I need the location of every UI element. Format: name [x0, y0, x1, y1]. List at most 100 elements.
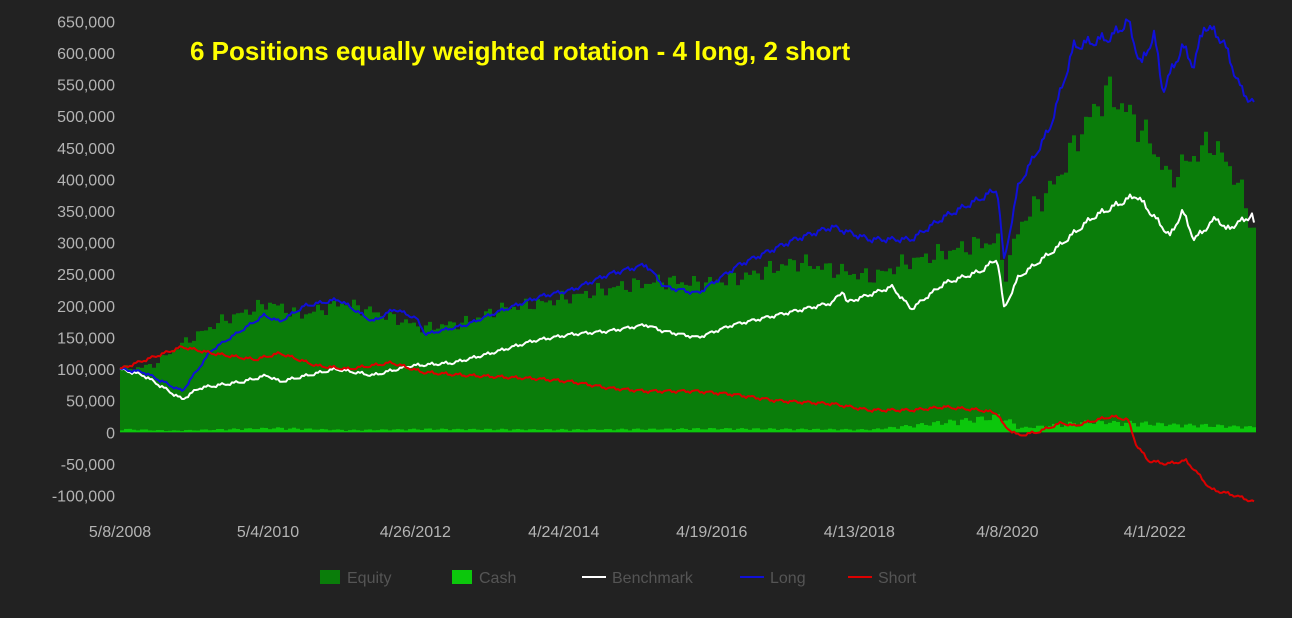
y-tick-label: -50,000	[61, 457, 115, 474]
equity-bar	[264, 309, 268, 433]
equity-bar	[648, 283, 652, 433]
cash-bar	[588, 429, 592, 433]
cash-bar	[160, 430, 164, 433]
equity-bar	[1124, 111, 1128, 433]
equity-bar	[964, 252, 968, 433]
cash-bar	[804, 429, 808, 433]
equity-bar	[1120, 103, 1124, 433]
legend-item-short[interactable]: Short	[848, 570, 917, 587]
cash-bar	[776, 429, 780, 433]
equity-bar	[696, 281, 700, 433]
cash-bar	[528, 429, 532, 433]
equity-bar	[1028, 216, 1032, 433]
cash-bar	[1176, 424, 1180, 433]
equity-bar	[900, 254, 904, 433]
equity-bar	[408, 323, 412, 433]
cash-bar	[1236, 426, 1240, 433]
cash-bar	[328, 430, 332, 433]
equity-bar	[624, 289, 628, 433]
cash-bar	[996, 414, 1000, 433]
cash-bar	[968, 420, 972, 433]
cash-bar	[152, 430, 156, 433]
equity-bar	[1132, 114, 1136, 433]
equity-bar	[884, 271, 888, 433]
cash-bar	[792, 430, 796, 433]
cash-bar	[260, 427, 264, 433]
cash-bar	[312, 429, 316, 433]
equity-bar	[892, 274, 896, 433]
cash-bar	[224, 430, 228, 433]
equity-bar	[532, 309, 536, 433]
cash-bar	[392, 429, 396, 433]
equity-bar	[724, 285, 728, 433]
cash-bar	[924, 424, 928, 433]
equity-bar	[184, 337, 188, 433]
legend-item-long[interactable]: Long	[740, 570, 806, 587]
cash-bar	[508, 430, 512, 433]
equity-bar	[1216, 141, 1220, 433]
cash-bar	[396, 429, 400, 433]
equity-bar	[992, 243, 996, 433]
legend-item-equity[interactable]: Equity	[320, 570, 391, 587]
cash-bar	[1084, 420, 1088, 433]
legend-item-cash[interactable]: Cash	[452, 570, 516, 587]
cash-bar	[452, 429, 456, 433]
cash-bar	[148, 430, 152, 433]
equity-bar	[252, 311, 256, 433]
y-tick-label: 100,000	[57, 362, 115, 379]
cash-bar	[276, 427, 280, 433]
equity-bar	[716, 279, 720, 433]
equity-bar	[1108, 76, 1112, 433]
cash-bar	[220, 428, 224, 433]
equity-bar	[1004, 281, 1008, 433]
equity-bar	[1244, 208, 1248, 433]
equity-bar	[756, 273, 760, 433]
equity-bar	[1116, 109, 1120, 433]
legend[interactable]: Equity Cash Benchmark Long Short	[320, 570, 917, 587]
equity-bar	[1100, 116, 1104, 433]
equity-bar	[824, 263, 828, 433]
equity-bar	[316, 304, 320, 433]
cash-bar	[632, 428, 636, 433]
equity-bar	[1072, 135, 1076, 433]
equity-bar	[888, 268, 892, 433]
cash-bar	[916, 424, 920, 433]
cash-bar	[680, 428, 684, 433]
equity-bar	[324, 314, 328, 433]
cash-bar	[400, 429, 404, 433]
equity-bar	[1112, 107, 1116, 433]
equity-bar	[452, 322, 456, 433]
equity-bar	[200, 330, 204, 433]
x-tick-label: 4/24/2014	[528, 524, 599, 541]
equity-bar	[416, 326, 420, 433]
cash-bar	[264, 427, 268, 433]
cash-bar	[748, 429, 752, 433]
cash-bar	[504, 429, 508, 433]
equity-bar	[1196, 161, 1200, 433]
cash-bar	[1168, 424, 1172, 433]
equity-bar	[148, 363, 152, 433]
legend-item-benchmark[interactable]: Benchmark	[582, 570, 694, 587]
equity-bar	[480, 317, 484, 433]
equity-bar	[1192, 156, 1196, 433]
cash-bar	[572, 429, 576, 433]
cash-bar	[1096, 420, 1100, 433]
equity-bar	[1036, 199, 1040, 433]
cash-bar	[812, 428, 816, 433]
equity-bar	[220, 314, 224, 433]
equity-bar	[752, 270, 756, 433]
cash-bar	[736, 428, 740, 433]
equity-bar	[612, 287, 616, 433]
cash-bar	[1220, 425, 1224, 433]
cash-bar	[936, 421, 940, 433]
equity-bar	[404, 319, 408, 433]
equity-bar	[1184, 160, 1188, 433]
cash-bar	[1052, 423, 1056, 433]
equity-bar	[700, 291, 704, 433]
cash-bar	[580, 429, 584, 433]
equity-bar	[1172, 187, 1176, 433]
equity-bar	[836, 274, 840, 433]
x-tick-label: 4/1/2022	[1124, 524, 1186, 541]
equity-bar	[1016, 234, 1020, 433]
